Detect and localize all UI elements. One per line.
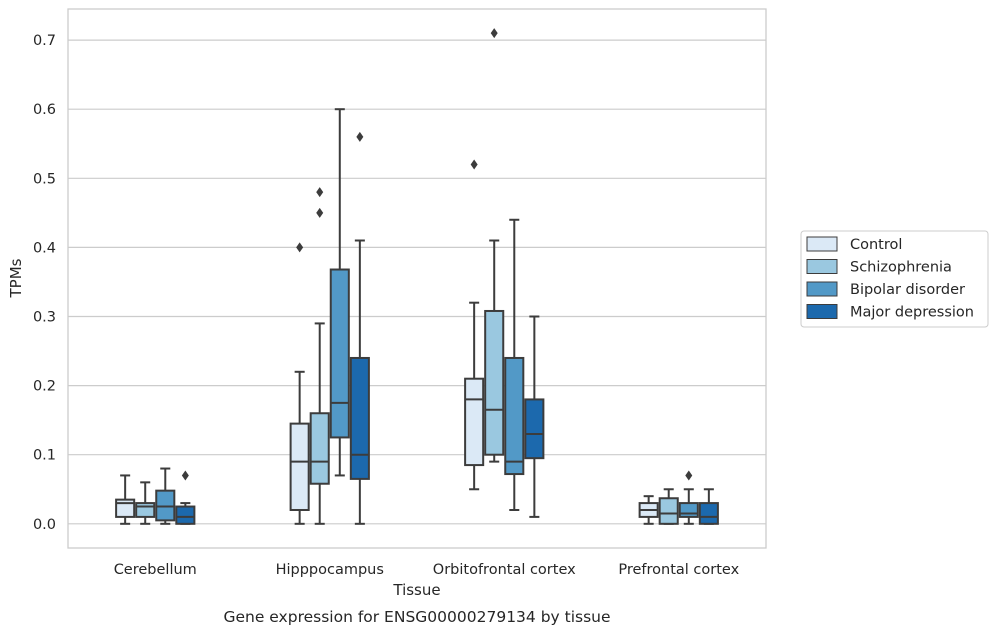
box-bipolar-disorder (155, 467, 176, 525)
box-body (524, 398, 545, 460)
box-control (115, 474, 136, 525)
y-tick-label: 0.4 (33, 240, 56, 256)
outlier-point (316, 187, 324, 198)
box-body (155, 489, 176, 522)
legend-swatch (806, 259, 838, 274)
box-schizophrenia (484, 28, 505, 463)
y-tick-label: 0.2 (33, 379, 56, 395)
box-bipolar-disorder (329, 108, 350, 477)
outlier-point (685, 470, 693, 481)
box-body (658, 497, 679, 525)
chart-caption: Gene expression for ENSG00000279134 by t… (223, 608, 610, 626)
legend-swatch (806, 281, 838, 297)
box-control (289, 242, 310, 525)
outlier-point (490, 28, 498, 39)
y-tick-label: 0.6 (33, 102, 56, 118)
x-tick-label: Orbitofrontal cortex (433, 562, 576, 578)
x-tick-label: Prefrontal cortex (618, 562, 739, 578)
box-major-depression (698, 488, 719, 525)
x-axis-ticks: Cerebellum Hipppocampus Orbitofrontal cort… (114, 562, 740, 578)
y-tick-label: 0.5 (33, 171, 56, 187)
box-body (135, 502, 156, 518)
plot-area (115, 28, 719, 525)
box-schizophrenia (135, 481, 156, 525)
legend-label: Schizophrenia (850, 260, 952, 276)
box-body (349, 356, 370, 480)
plot-frame (67, 8, 767, 549)
y-tick-label: 0.1 (33, 448, 56, 464)
box-major-depression (524, 315, 545, 518)
legend-frame (800, 230, 989, 328)
box-control (464, 159, 485, 491)
legend-label: Bipolar disorder (850, 282, 965, 298)
box-schizophrenia (658, 488, 679, 525)
legend-label: Control (850, 237, 902, 253)
x-tick-label: Hipppocampus (276, 562, 384, 578)
box-body (504, 356, 525, 476)
box-bipolar-disorder (678, 470, 699, 525)
y-tick-label: 0.0 (33, 517, 56, 533)
box-body (175, 505, 196, 525)
legend-swatch (806, 236, 838, 252)
y-axis-label: TPMs (7, 258, 25, 298)
outlier-point (356, 131, 364, 142)
outlier-point (181, 470, 189, 481)
y-axis-ticks: 0.0 0.1 0.2 0.3 0.4 0.5 0.6 0.7 (33, 33, 56, 533)
outlier-point (316, 207, 324, 218)
box-body (309, 412, 330, 485)
box-body (698, 502, 719, 525)
box-body (289, 422, 310, 511)
outlier-point (470, 159, 478, 170)
box-bipolar-disorder (504, 218, 525, 511)
outlier-point (296, 242, 304, 253)
y-tick-label: 0.7 (33, 33, 56, 49)
x-axis-label: Tissue (392, 581, 440, 599)
box-body (484, 309, 505, 456)
y-tick-label: 0.3 (33, 310, 56, 326)
box-body (678, 502, 699, 518)
box-schizophrenia (309, 187, 330, 525)
legend-swatch (806, 304, 838, 319)
box-control (638, 495, 659, 525)
legend-label: Major depression (850, 305, 974, 321)
x-tick-label: Cerebellum (114, 562, 197, 578)
box-major-depression (175, 470, 196, 525)
box-body (329, 268, 350, 439)
box-body (464, 377, 485, 467)
legend: Control Schizophrenia Bipolar disorder Majo… (800, 230, 989, 328)
box-major-depression (349, 131, 370, 525)
